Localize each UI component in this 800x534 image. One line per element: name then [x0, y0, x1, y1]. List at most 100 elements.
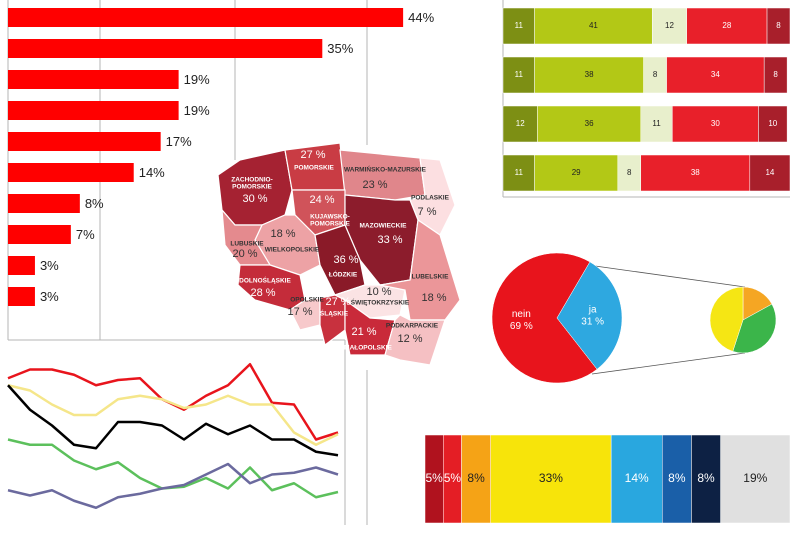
- value-label: 14%: [139, 165, 165, 180]
- value-label: 36: [585, 119, 594, 128]
- bar: [8, 70, 179, 89]
- line: [7, 384, 339, 457]
- region-name: DOLNOŚLĄSKIE: [239, 276, 291, 285]
- value-label: 8%: [668, 471, 686, 485]
- pie-slice: [491, 252, 598, 384]
- value-label: 33%: [539, 471, 563, 485]
- region: [221, 208, 272, 266]
- bar: [8, 256, 35, 275]
- region-value: 12 %: [397, 333, 422, 345]
- value-label: 12: [516, 119, 525, 128]
- line: [7, 438, 339, 499]
- region-name: PODKARPACKIE: [386, 323, 439, 330]
- bar-segment: [502, 7, 535, 45]
- bar-segment: [749, 154, 791, 192]
- value-label: 11: [515, 70, 524, 79]
- value-label: 5%: [444, 471, 462, 485]
- value-label: 10: [768, 119, 777, 128]
- region-name: OPOLSKIE: [290, 297, 324, 304]
- bar: [8, 287, 35, 306]
- region-name: MAŁOPOLSKIE: [344, 345, 392, 352]
- region-name: POMORSKIE: [294, 165, 334, 172]
- slice-value: 69 %: [510, 321, 533, 332]
- bar-segment: [640, 105, 673, 143]
- region-value: 27 %: [325, 296, 350, 308]
- value-label: 17%: [166, 134, 192, 149]
- bar: [8, 163, 134, 182]
- value-label: 28: [722, 21, 731, 30]
- region: [384, 314, 446, 366]
- value-label: 38: [691, 168, 700, 177]
- bar: [8, 132, 161, 151]
- region-name: KUJAWSKO-POMORSKIE: [310, 213, 350, 227]
- region-name: WARMIŃSKO-MAZURSKIE: [344, 165, 427, 174]
- value-label: 41: [589, 21, 598, 30]
- bar: [8, 39, 323, 58]
- bar-segment: [610, 434, 663, 524]
- bar-segment: [534, 56, 644, 94]
- region-name: WIELKOPOLSKIE: [265, 247, 320, 254]
- bar-segment: [758, 105, 788, 143]
- region-value: 28 %: [250, 287, 275, 299]
- bar-segment: [662, 434, 692, 524]
- value-label: 12: [665, 21, 674, 30]
- slice-value: 31 %: [581, 316, 604, 327]
- value-label: 3%: [40, 289, 59, 304]
- bar-segment: [666, 56, 765, 94]
- bar-segment: [691, 434, 721, 524]
- value-label: 3%: [40, 258, 59, 273]
- value-label: 19%: [743, 471, 767, 485]
- region-value: 18 %: [270, 228, 295, 240]
- region-value: 7 %: [418, 206, 437, 218]
- region-name: LUBELSKIE: [412, 274, 450, 281]
- bar: [8, 225, 71, 244]
- bar-segment: [686, 7, 768, 45]
- value-label: 14%: [625, 471, 649, 485]
- region-value: 30 %: [242, 193, 267, 205]
- line: [7, 363, 339, 441]
- value-label: 19%: [184, 72, 210, 87]
- bar-segment: [502, 105, 538, 143]
- region-name: ZACHODNIO-POMORSKIE: [231, 176, 273, 190]
- value-label: 19%: [184, 103, 210, 118]
- region-value: 17 %: [287, 306, 312, 318]
- region-name: PODLASKIE: [411, 195, 450, 202]
- region-value: 21 %: [351, 326, 376, 338]
- value-label: 8: [776, 21, 781, 30]
- bar-segment: [534, 154, 619, 192]
- bar-segment: [461, 434, 491, 524]
- value-label: 34: [711, 70, 720, 79]
- bar: [8, 194, 80, 213]
- bar-segment: [490, 434, 612, 524]
- region-value: 33 %: [377, 234, 402, 246]
- value-label: 8%: [697, 471, 715, 485]
- value-label: 14: [765, 168, 774, 177]
- region-name: ŚWIĘTOKRZYSKIE: [351, 298, 410, 307]
- bar: [8, 8, 404, 27]
- region-value: 24 %: [309, 194, 334, 206]
- region-name: ŁÓDZKIE: [329, 270, 358, 279]
- bar-segment: [720, 434, 791, 524]
- bar-segment: [534, 7, 653, 45]
- line: [7, 384, 339, 446]
- bar-segment: [763, 56, 788, 94]
- region-value: 27 %: [300, 149, 325, 161]
- value-label: 8: [627, 168, 632, 177]
- value-label: 11: [652, 119, 661, 128]
- region-name: ŚLĄSKIE: [320, 309, 349, 318]
- value-label: 11: [515, 21, 524, 30]
- value-label: 44%: [408, 10, 434, 25]
- bar-segment: [502, 154, 535, 192]
- value-label: 8: [653, 70, 658, 79]
- value-label: 38: [585, 70, 594, 79]
- value-label: 8%: [467, 471, 485, 485]
- region: [339, 149, 426, 201]
- value-label: 5%: [425, 471, 443, 485]
- bar-segment: [672, 105, 759, 143]
- region-value: 20 %: [232, 248, 257, 260]
- region-name: LUBUSKIE: [230, 241, 264, 248]
- value-label: 29: [572, 168, 581, 177]
- value-label: 30: [711, 119, 720, 128]
- value-label: 35%: [327, 41, 353, 56]
